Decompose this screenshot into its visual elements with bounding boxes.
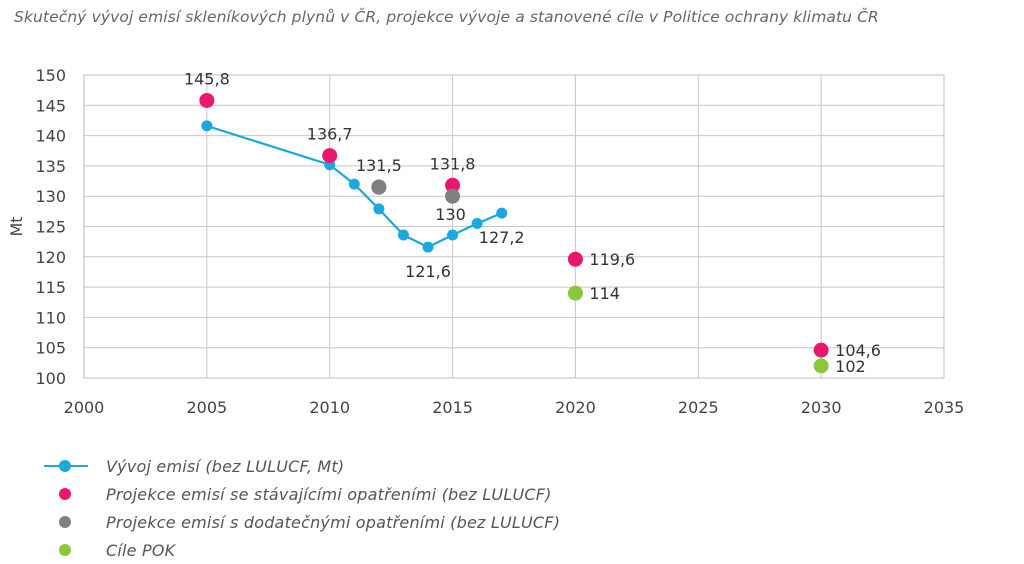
emissions-history-point — [348, 178, 360, 190]
plot-frame — [83, 74, 945, 379]
projection-wam-point — [445, 188, 461, 204]
emissions-history-point — [201, 120, 213, 132]
legend-dot-marker — [59, 460, 71, 472]
chart-plot: 100 105 110 115 120 125 130 135 140 145 150 2000 200… — [7, 66, 965, 417]
x-tick-label: 2000 — [64, 398, 105, 417]
legend-item-wem: Projekce emisí se stávajícími opatřeními… — [44, 480, 560, 508]
x-tick-label: 2035 — [924, 398, 965, 417]
x-tick-label: 2005 — [186, 398, 227, 417]
y-tick-label: 105 — [35, 339, 66, 358]
projection-wam-point — [371, 179, 387, 195]
data-label: 119,6 — [589, 250, 635, 269]
y-tick-label: 120 — [35, 248, 66, 267]
projection-wem-point — [567, 251, 583, 267]
y-tick-label: 135 — [35, 157, 66, 176]
x-tick-label: 2030 — [801, 398, 842, 417]
emissions-history-point — [471, 217, 483, 229]
legend-swatch-line-dot — [44, 452, 88, 480]
y-tick-label: 125 — [35, 218, 66, 237]
legend-label: Cíle POK — [106, 540, 176, 560]
data-label: 131,8 — [430, 154, 476, 173]
data-label: 136,7 — [307, 125, 353, 144]
projection-wem-point — [813, 342, 829, 358]
emissions-history-point — [496, 207, 508, 219]
emissions-history-point — [422, 241, 434, 253]
legend-dot-marker — [59, 516, 71, 528]
legend-item-history: Vývoj emisí (bez LULUCF, Mt) — [44, 452, 560, 480]
y-tick-label: 115 — [35, 278, 66, 297]
legend-item-wam: Projekce emisí s dodatečnými opatřeními … — [44, 508, 560, 536]
chart-legend: Vývoj emisí (bez LULUCF, Mt) Projekce em… — [44, 452, 560, 564]
data-label: 127,2 — [479, 228, 525, 247]
y-tick-label: 130 — [35, 187, 66, 206]
data-label: 104,6 — [835, 341, 881, 360]
x-tick-label: 2010 — [309, 398, 350, 417]
x-tick-label: 2015 — [432, 398, 473, 417]
chart-title: Skutečný vývoj emisí skleníkových plynů … — [14, 8, 879, 26]
y-tick-label: 150 — [35, 66, 66, 85]
legend-item-targets: Cíle POK — [44, 536, 560, 564]
y-tick-label: 145 — [35, 96, 66, 115]
legend-swatch-dot — [44, 536, 88, 564]
data-label: 130 — [435, 205, 466, 224]
projection-wem-point — [322, 148, 338, 164]
pok-target-point — [567, 285, 583, 301]
x-tick-label: 2025 — [678, 398, 719, 417]
data-label: 131,5 — [356, 156, 402, 175]
pok-target-point — [813, 358, 829, 374]
data-label: 145,8 — [184, 69, 230, 88]
legend-label: Projekce emisí se stávajícími opatřeními… — [106, 484, 552, 504]
legend-label: Vývoj emisí (bez LULUCF, Mt) — [106, 456, 345, 476]
projection-wem-point — [199, 92, 215, 108]
emissions-history-point — [447, 229, 459, 241]
data-label: 121,6 — [405, 262, 451, 281]
legend-swatch-dot — [44, 508, 88, 536]
legend-dot-marker — [59, 544, 71, 556]
emissions-history-point — [373, 203, 385, 215]
y-tick-label: 100 — [35, 369, 66, 388]
legend-swatch-dot — [44, 480, 88, 508]
projection-wem-point — [445, 177, 461, 193]
legend-dot-marker — [59, 488, 71, 500]
y-axis-title: Mt — [7, 216, 26, 236]
emissions-history-point — [397, 229, 409, 241]
y-tick-label: 140 — [35, 127, 66, 146]
x-tick-label: 2020 — [555, 398, 596, 417]
legend-label: Projekce emisí s dodatečnými opatřeními … — [106, 512, 561, 532]
data-label: 102 — [835, 357, 866, 376]
data-label: 114 — [589, 284, 620, 303]
y-tick-label: 110 — [35, 308, 66, 327]
